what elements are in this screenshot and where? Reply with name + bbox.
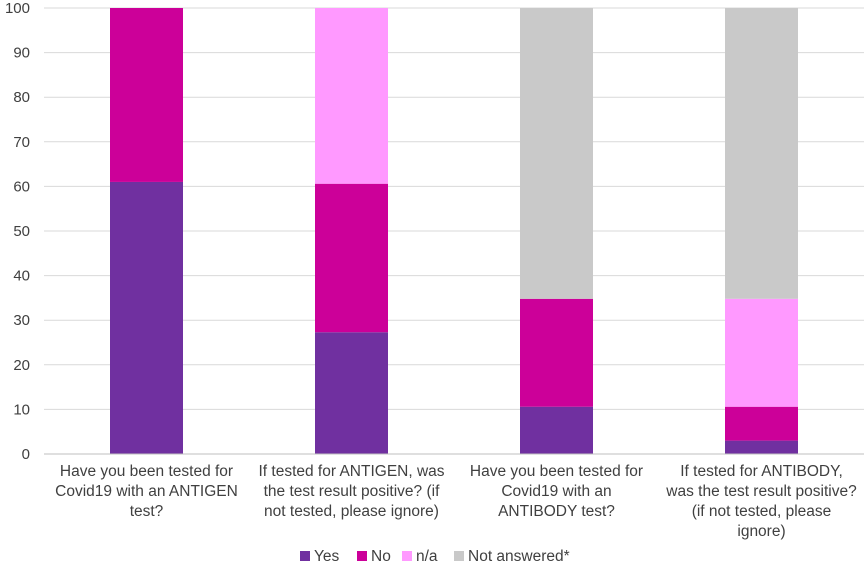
category-label-line: Covid19 with an bbox=[501, 483, 611, 500]
legend-swatch bbox=[402, 551, 412, 561]
bar-segment-yes bbox=[110, 181, 183, 454]
category-label-line: not tested, please ignore) bbox=[264, 503, 439, 520]
category-label-line: ANTIBODY test? bbox=[498, 503, 615, 520]
y-tick-label: 80 bbox=[13, 89, 30, 106]
legend-swatch bbox=[357, 551, 367, 561]
bar-segment-not-answered bbox=[520, 8, 593, 299]
y-tick-label: 60 bbox=[13, 178, 30, 195]
bar-segment-no bbox=[725, 406, 798, 441]
category-label: Have you been tested for Covid19 with an … bbox=[55, 463, 238, 520]
y-tick-label: 50 bbox=[13, 223, 30, 240]
legend-label: Yes bbox=[314, 548, 340, 565]
category-label-line: Have you been tested for bbox=[470, 463, 643, 480]
y-tick-label: 30 bbox=[13, 312, 30, 329]
category-label: Have you been tested for Covid19 with an A… bbox=[470, 463, 643, 520]
y-tick-label: 10 bbox=[13, 401, 30, 418]
legend-swatch bbox=[454, 551, 464, 561]
x-axis-categories: Have you been tested for Covid19 with an … bbox=[55, 463, 857, 540]
category-label: If tested for ANTIBODY, was the test resu… bbox=[665, 463, 857, 540]
category-label: If tested for ANTIGEN, was the test resul… bbox=[258, 463, 444, 520]
legend-label: No bbox=[371, 548, 391, 565]
bar-segment-no bbox=[520, 298, 593, 407]
legend: Yes No n/a Not answered* bbox=[300, 548, 570, 565]
category-label-line: (if not tested, please bbox=[692, 503, 832, 520]
y-tick-label: 20 bbox=[13, 357, 30, 374]
y-tick-label: 40 bbox=[13, 268, 30, 285]
category-label-line: the test result positive? (if bbox=[264, 483, 440, 500]
category-label-line: was the test result positive? bbox=[665, 483, 857, 500]
y-tick-label: 90 bbox=[13, 45, 30, 62]
bar-segment-n-a bbox=[725, 298, 798, 407]
category-label-line: ignore) bbox=[737, 523, 785, 540]
category-label-line: Have you been tested for bbox=[60, 463, 233, 480]
bars bbox=[110, 8, 798, 454]
legend-swatch bbox=[300, 551, 310, 561]
legend-label: n/a bbox=[416, 548, 438, 565]
bar-segment-n-a bbox=[315, 8, 388, 184]
bar-segment-yes bbox=[520, 406, 593, 454]
bar-segment-no bbox=[315, 183, 388, 333]
bar-segment-yes bbox=[315, 332, 388, 454]
bar-segment-yes bbox=[725, 440, 798, 454]
bar-segment-no bbox=[110, 8, 183, 182]
category-label-line: If tested for ANTIGEN, was bbox=[258, 463, 444, 480]
y-tick-label: 100 bbox=[5, 0, 30, 17]
category-label-line: Covid19 with an ANTIGEN bbox=[55, 483, 238, 500]
y-tick-label: 0 bbox=[22, 446, 30, 463]
legend-label: Not answered* bbox=[468, 548, 570, 565]
bar-segment-not-answered bbox=[725, 8, 798, 299]
y-tick-label: 70 bbox=[13, 134, 30, 151]
category-label-line: test? bbox=[130, 503, 164, 520]
category-label-line: If tested for ANTIBODY, bbox=[680, 463, 843, 480]
y-axis-ticks: 0 10 20 30 40 50 60 70 80 90 100 bbox=[5, 0, 30, 463]
